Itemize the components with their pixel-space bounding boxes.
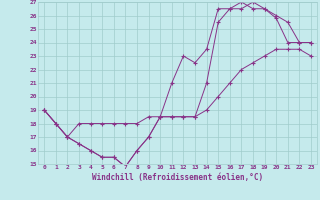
- X-axis label: Windchill (Refroidissement éolien,°C): Windchill (Refroidissement éolien,°C): [92, 173, 263, 182]
